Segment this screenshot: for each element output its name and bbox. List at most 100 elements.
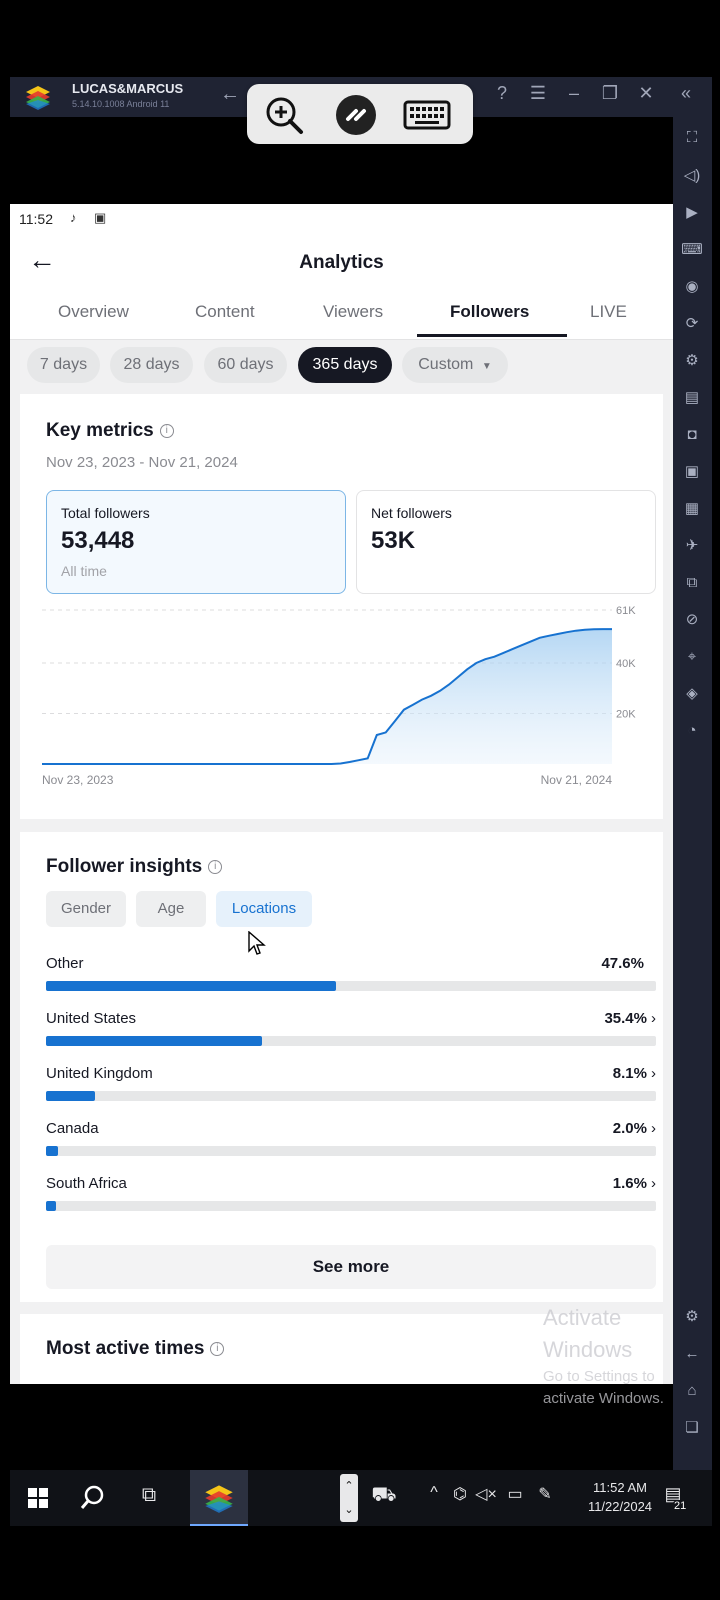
location-row: Other 47.6% — [46, 955, 656, 1001]
location-bar-track — [46, 1091, 656, 1101]
keyboard-icon[interactable] — [403, 94, 451, 136]
tray-app-icon[interactable]: ⌬ — [453, 1486, 467, 1503]
airplane-icon[interactable]: ✈ — [685, 537, 699, 554]
key-metrics-card: Key metrics i Nov 23, 2023 - Nov 21, 2024… — [20, 394, 663, 819]
multi-instance-icon[interactable]: ⧉ — [686, 574, 698, 591]
android-home-icon[interactable]: ⌂ — [687, 1382, 697, 1399]
location-bar-track — [46, 1036, 656, 1046]
insight-tab-age[interactable]: Age — [136, 891, 206, 927]
location-percent-value: 47.6% — [601, 955, 644, 972]
fps-icon[interactable]: ▤ — [684, 389, 700, 406]
taskbar-time: 11:52 AM — [593, 1480, 647, 1495]
location-percent-value: 1.6% — [612, 1175, 647, 1192]
location-row[interactable]: United States 35.4% › — [46, 1010, 656, 1056]
back-arrow-icon[interactable]: ← — [28, 244, 56, 275]
location-name: United States — [46, 1010, 137, 1027]
location-name: South Africa — [46, 1175, 127, 1192]
help-icon[interactable]: ? — [496, 83, 507, 103]
location-row[interactable]: South Africa 1.6% › — [46, 1175, 656, 1221]
pen-icon[interactable]: ✎ — [538, 1486, 552, 1503]
location-bar-fill — [46, 981, 337, 991]
insight-tab-gender[interactable]: Gender — [46, 891, 126, 927]
status-time: 11:52 — [19, 211, 53, 227]
menu-icon[interactable]: ☰ — [529, 83, 547, 103]
eco-mode-icon[interactable]: ⊘ — [685, 611, 699, 628]
show-hidden-icons-chevron-icon[interactable]: ^ — [430, 1484, 438, 1501]
tab-overview[interactable]: Overview — [58, 302, 129, 321]
bluestacks-taskbar-button[interactable] — [190, 1470, 248, 1526]
notification-center-icon[interactable]: ▤ — [664, 1484, 682, 1504]
emulator-version: 5.14.10.1008 Android 11 — [72, 99, 170, 109]
macro-icon[interactable]: ⚙ — [685, 352, 699, 369]
location-row[interactable]: United Kingdom 8.1% › — [46, 1065, 656, 1111]
record-icon[interactable]: ◉ — [685, 278, 699, 295]
taskbar-scroll-control[interactable]: ⌃ ⌄ — [340, 1474, 358, 1522]
location-name: Canada — [46, 1120, 99, 1137]
rotate-icon[interactable]: ⟳ — [685, 315, 699, 332]
close-icon[interactable]: ✕ — [638, 83, 654, 103]
key-metrics-title-text: Key metrics — [46, 420, 154, 441]
watermark-line-3: Go to Settings to — [543, 1368, 655, 1385]
total-followers-card[interactable]: Total followers 53,448 All time — [46, 490, 346, 594]
taskbar-clock[interactable]: 11:52 AM 11/22/2024 — [580, 1478, 660, 1516]
search-icon[interactable] — [80, 1484, 106, 1510]
task-view-icon[interactable]: ⧉ — [141, 1484, 157, 1506]
performance-icon[interactable]: ◔ — [687, 722, 697, 739]
app-with-badge-icon[interactable]: ⛟ — [371, 1484, 397, 1506]
tab-followers[interactable]: Followers — [450, 302, 530, 321]
location-icon[interactable]: ⌖ — [687, 648, 697, 665]
restore-icon[interactable]: ❐ — [601, 83, 619, 103]
emulator-instance-name: LUCAS&MARCUS — [72, 81, 184, 96]
total-followers-sub: All time — [61, 563, 107, 579]
emulator-back-icon[interactable]: ← — [220, 83, 240, 105]
tab-content[interactable]: Content — [195, 302, 255, 321]
screenshot-icon[interactable]: ◘ — [687, 426, 697, 443]
tab-viewers[interactable]: Viewers — [323, 302, 384, 321]
windows-taskbar: ⧉ ⌃ ⌄ ⛟ ^ ⌬ ◁× ▭ ✎ 11:52 AM 11/22/2024 ▤ … — [10, 1470, 712, 1526]
volume-icon[interactable]: ◁) — [683, 167, 701, 184]
minimize-icon[interactable]: – — [568, 83, 579, 103]
analytics-header: ← Analytics Overview Content Viewers Fol… — [10, 234, 673, 340]
emulator-sidebar: ⛶ ◁) ▶ ⌨ ◉ ⟳ ⚙ ▤ ◘ ▣ ▦ ✈ ⧉ ⊘ ⌖ ◈ ◔ ⚙ ← ⌂… — [673, 117, 712, 1470]
info-icon[interactable]: i — [159, 424, 174, 438]
see-more-button[interactable]: See more — [46, 1245, 656, 1289]
follower-insights-title: Follower insights i — [46, 856, 223, 878]
keyboard-controls-icon[interactable]: ⌨ — [681, 241, 703, 258]
remote-toolbar — [247, 84, 473, 144]
android-recents-icon[interactable]: ❏ — [685, 1419, 699, 1436]
header-divider — [10, 339, 673, 340]
remote-connect-icon[interactable] — [335, 94, 377, 136]
volume-muted-icon[interactable]: ◁× — [475, 1486, 497, 1503]
capture-icon[interactable]: ▣ — [684, 463, 700, 480]
watermark-line-1: Activate — [543, 1305, 622, 1330]
net-followers-card[interactable]: Net followers 53K — [356, 490, 656, 594]
range-7-days[interactable]: 7 days — [27, 347, 100, 383]
location-percent-value: 8.1% — [612, 1065, 647, 1082]
layers-icon[interactable]: ◈ — [686, 685, 698, 702]
gallery-icon[interactable]: ▦ — [684, 500, 700, 517]
info-icon[interactable]: i — [208, 860, 223, 874]
range-365-days[interactable]: 365 days — [298, 347, 392, 383]
location-percent: 2.0% › — [613, 1120, 656, 1137]
location-bar-fill — [46, 1036, 262, 1046]
mouse-cursor-icon — [248, 931, 266, 955]
tab-live[interactable]: LIVE — [590, 302, 627, 321]
android-back-icon[interactable]: ← — [684, 1345, 700, 1362]
settings-icon[interactable]: ⚙ — [685, 1308, 699, 1325]
followers-chart: 61K 40K 20K Nov 23, 2023 Nov 21, 2024 — [42, 605, 636, 787]
net-followers-value: 53K — [371, 527, 416, 554]
range-60-days[interactable]: 60 days — [204, 347, 287, 383]
range-custom[interactable]: Custom ▼ — [402, 347, 508, 383]
info-icon[interactable]: i — [210, 1342, 225, 1356]
location-bar-fill — [46, 1201, 56, 1211]
media-icon[interactable]: ▶ — [686, 204, 698, 221]
location-row[interactable]: Canada 2.0% › — [46, 1120, 656, 1166]
range-28-days[interactable]: 28 days — [110, 347, 193, 383]
network-icon[interactable]: ▭ — [507, 1486, 523, 1503]
insight-tab-locations[interactable]: Locations — [216, 891, 312, 927]
zoom-in-icon[interactable] — [263, 94, 305, 136]
collapse-sidebar-icon[interactable]: « — [680, 83, 691, 103]
fullscreen-icon[interactable]: ⛶ — [686, 129, 698, 146]
windows-start-icon[interactable] — [28, 1488, 48, 1508]
taskbar-date: 11/22/2024 — [587, 1499, 653, 1514]
